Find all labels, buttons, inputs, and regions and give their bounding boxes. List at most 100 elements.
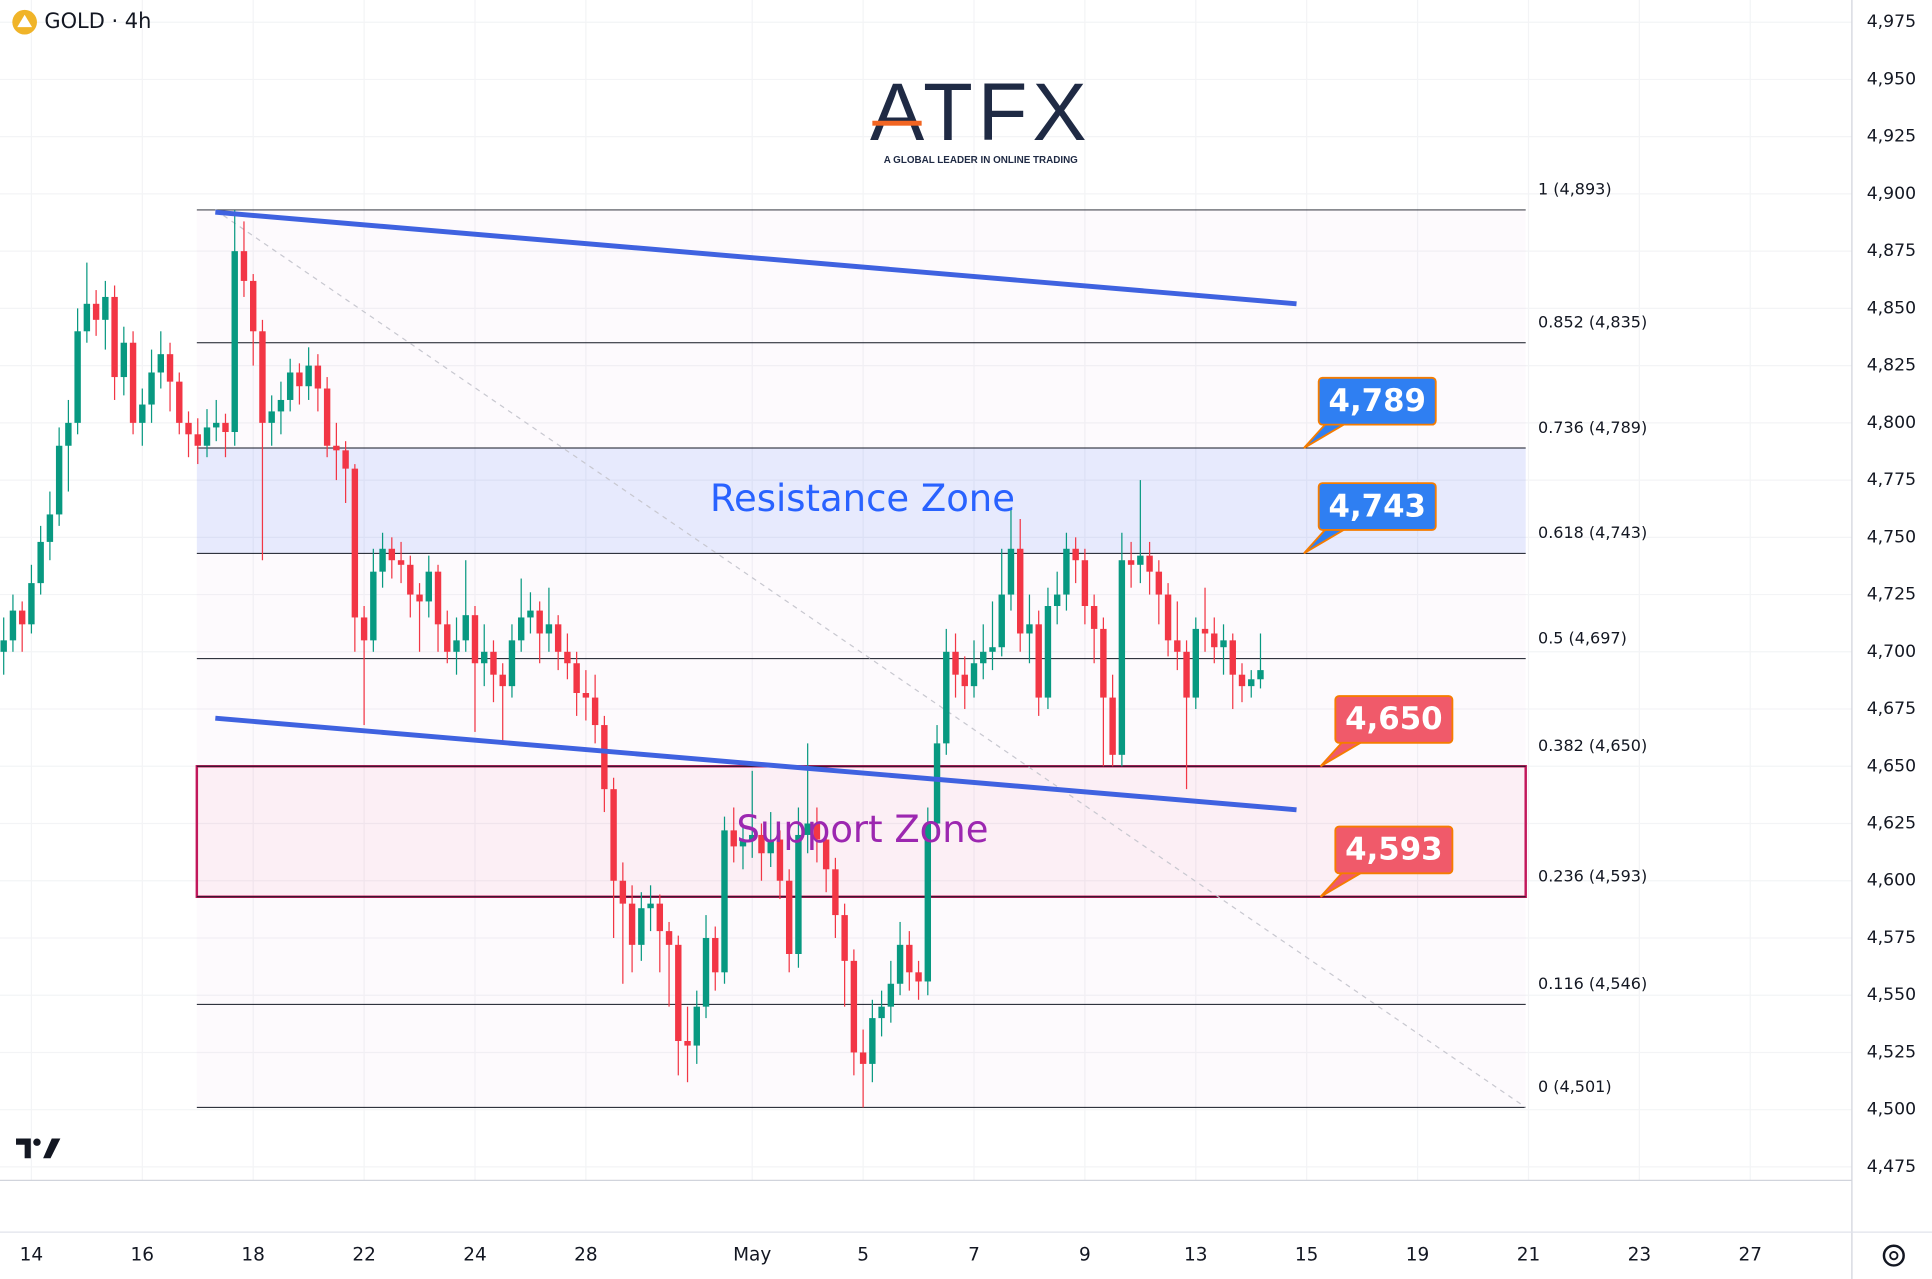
y-tick-label: 4,900 (1867, 184, 1916, 204)
candle-body (55, 445, 63, 515)
candle-body (425, 571, 432, 602)
candle-body (157, 354, 164, 373)
zone-label: Resistance Zone (710, 477, 1015, 520)
x-tick-label: 22 (352, 1245, 376, 1266)
candle-body (499, 674, 506, 687)
candle-body (342, 450, 349, 469)
candle-body (591, 697, 599, 726)
candle-body (471, 615, 479, 664)
candle-body (407, 564, 414, 595)
candle-body (0, 640, 7, 652)
candle-body (693, 1006, 700, 1046)
candle-body (462, 615, 469, 641)
candle-body (980, 651, 987, 664)
candle-body (37, 541, 44, 584)
candle-body (314, 365, 322, 389)
candle-body (277, 399, 285, 412)
candle-body (545, 624, 553, 634)
x-tick-label: 19 (1406, 1245, 1430, 1266)
y-tick-label: 4,800 (1867, 413, 1916, 433)
candle-body (730, 830, 737, 847)
y-tick-label: 4,725 (1867, 585, 1916, 605)
x-tick-label: 21 (1517, 1245, 1541, 1266)
candle-body (656, 903, 664, 932)
fib-label: 1 (4,893) (1538, 180, 1612, 199)
candle-body (453, 640, 460, 652)
candle-body (351, 468, 359, 618)
x-tick-label: May (733, 1245, 771, 1266)
candle-body (1183, 651, 1190, 698)
callout-label: 4,789 (1329, 383, 1426, 419)
symbol-icon-mark (17, 14, 33, 28)
candle-body (1238, 674, 1246, 687)
candle-body (1192, 628, 1199, 698)
x-tick-label: 5 (857, 1245, 869, 1266)
candle-body (554, 624, 562, 652)
candle-body (397, 560, 405, 565)
y-tick-label: 4,950 (1867, 69, 1916, 89)
candle-body (758, 834, 765, 854)
candle-body (416, 594, 423, 602)
candle-body (869, 1018, 876, 1064)
candle-body (933, 743, 941, 824)
logo-text: ATFX (870, 67, 1091, 158)
settings-icon[interactable] (1882, 1244, 1905, 1267)
y-tick-label: 4,600 (1867, 871, 1916, 891)
candle-body (564, 651, 571, 664)
x-tick-label: 23 (1628, 1245, 1652, 1266)
candle-body (1053, 594, 1061, 607)
candle-body (582, 693, 590, 698)
candle-body (102, 296, 109, 320)
candle-body (573, 663, 580, 694)
trend-line (215, 209, 1297, 307)
y-tick-label: 4,650 (1867, 756, 1916, 776)
candle-body (185, 422, 192, 435)
candle-body (841, 915, 848, 961)
candle-body (323, 388, 331, 446)
candle-body (120, 342, 128, 378)
candle-body (517, 617, 525, 641)
candle-body (240, 251, 248, 281)
candle-body (1026, 624, 1033, 634)
x-tick-label: 16 (131, 1245, 155, 1266)
candle-body (906, 944, 913, 973)
fib-label: 0.5 (4,697) (1538, 628, 1627, 647)
candle-body (1063, 548, 1070, 595)
candle-body (92, 303, 100, 320)
fib-label: 0.116 (4,546) (1538, 974, 1647, 993)
candle-body (721, 830, 728, 973)
candle-body (213, 422, 220, 428)
candle-body (610, 789, 617, 881)
candle-body (286, 372, 294, 400)
candle-body (28, 583, 35, 625)
zone-label: Support Zone (737, 808, 989, 851)
logo: ATFX A GLOBAL LEADER IN ONLINE TRADING (870, 67, 1091, 166)
candle-body (333, 445, 340, 451)
candle-body (970, 663, 978, 687)
candle-body (139, 404, 146, 423)
callout-box (1334, 825, 1454, 875)
candle-body (1229, 640, 1236, 675)
candle-body (203, 427, 211, 446)
candle-body (1127, 560, 1135, 565)
candle-body (65, 422, 72, 446)
candle-body (231, 251, 238, 433)
y-tick-label: 4,700 (1867, 642, 1916, 662)
candle-body (268, 411, 275, 423)
y-tick-label: 4,975 (1867, 12, 1916, 32)
candle-body (46, 514, 54, 542)
candle-body (250, 280, 257, 332)
x-tick-label: 28 (574, 1245, 598, 1266)
callout-label: 4,650 (1345, 701, 1442, 737)
candle-body (684, 1041, 691, 1046)
candle-body (804, 823, 811, 835)
candle-body (619, 880, 627, 904)
y-tick-label: 4,475 (1867, 1157, 1916, 1177)
candle-body (628, 903, 636, 945)
symbol-title: GOLD · 4h (44, 9, 151, 33)
candle-body (961, 674, 968, 687)
candle-body (638, 908, 645, 945)
settings-gear[interactable] (1882, 1244, 1905, 1267)
candle-body (1220, 640, 1227, 648)
